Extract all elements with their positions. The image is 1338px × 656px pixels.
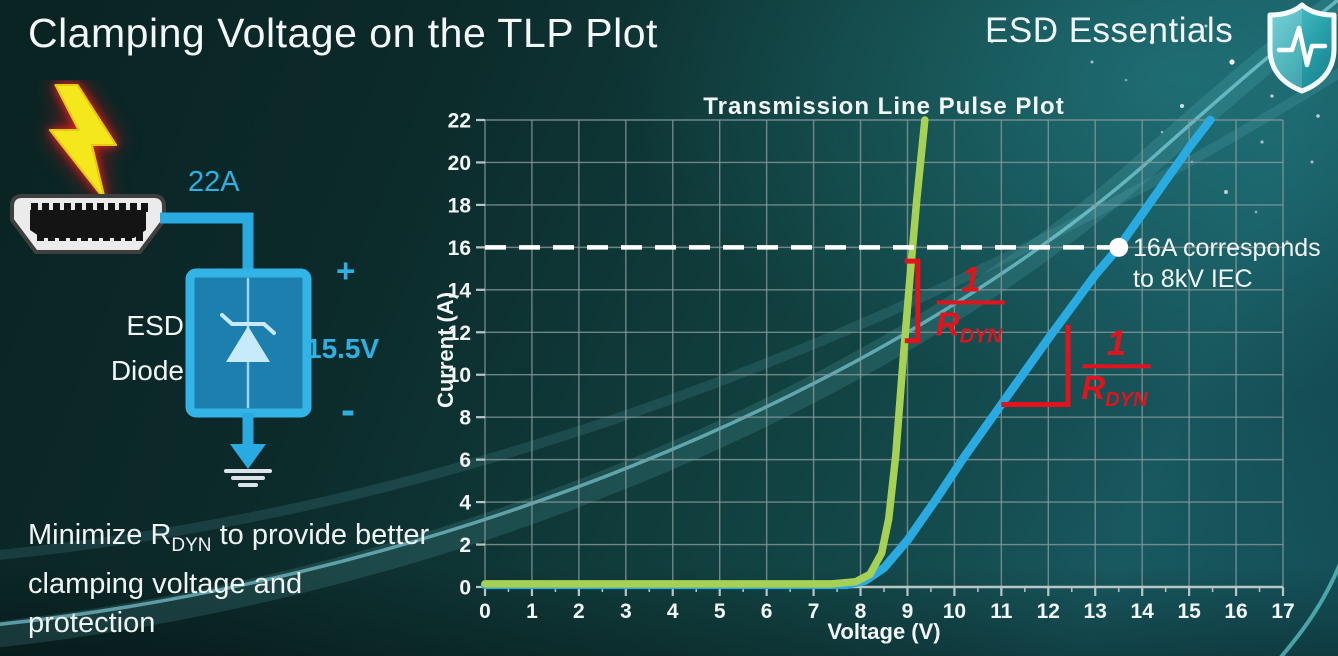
x-tick-label: 11 bbox=[990, 600, 1013, 623]
y-tick-label: 20 bbox=[448, 152, 471, 175]
pulse-line-icon bbox=[1276, 25, 1328, 68]
clamp-voltage-label: 15.5V bbox=[306, 333, 380, 364]
polarity-minus-label: - bbox=[341, 386, 355, 433]
y-tick-label: 8 bbox=[459, 407, 471, 430]
esd-circuit-diagram bbox=[10, 84, 312, 487]
fraction-denominator: RDYN bbox=[936, 306, 1003, 348]
x-tick-label: 12 bbox=[1037, 600, 1060, 623]
hdmi-connector-icon bbox=[10, 194, 166, 254]
page-title: Clamping Voltage on the TLP Plot bbox=[28, 10, 658, 56]
slope-corner bbox=[1001, 324, 1071, 407]
esd-diode-label: ESD Diode bbox=[88, 303, 184, 393]
x-tick-label: 4 bbox=[667, 600, 679, 623]
esd-diode-label-line2: Diode bbox=[110, 355, 184, 386]
ground-arrow bbox=[230, 413, 266, 469]
threshold-annotation-line2: to 8kV IEC bbox=[1133, 265, 1253, 293]
x-tick-label: 13 bbox=[1084, 600, 1107, 623]
y-tick-label: 22 bbox=[448, 110, 471, 133]
chart-title: Transmission Line Pulse Plot bbox=[703, 93, 1065, 120]
takeaway-note: Minimize RDYN to provide better clamping… bbox=[28, 516, 432, 643]
y-tick-label: 16 bbox=[448, 237, 471, 260]
shield-logo-icon bbox=[1267, 2, 1337, 94]
ground-symbol-icon bbox=[224, 469, 272, 487]
surge-current-label: 22A bbox=[188, 166, 240, 198]
fraction-numerator: 1 bbox=[1107, 324, 1126, 363]
y-tick-label: 2 bbox=[459, 534, 471, 557]
wire bbox=[160, 212, 254, 278]
y-tick-label: 12 bbox=[448, 322, 471, 345]
blue-curve-higher-rdyn bbox=[480, 115, 1215, 590]
x-tick-label: 5 bbox=[714, 600, 726, 623]
x-tick-label: 2 bbox=[573, 600, 585, 623]
x-tick-label: 9 bbox=[902, 600, 914, 623]
x-tick-label: 15 bbox=[1177, 600, 1201, 623]
x-tick-label: 14 bbox=[1130, 600, 1154, 623]
x-tick-label: 17 bbox=[1271, 600, 1294, 623]
y-tick-label: 0 bbox=[459, 577, 471, 600]
swoosh-corner bbox=[1279, 563, 1338, 656]
x-axis-title: Voltage (V) bbox=[827, 619, 940, 644]
note-suffix: to provide better clamping voltage and p… bbox=[28, 519, 430, 639]
x-tick-label: 3 bbox=[620, 600, 632, 623]
x-tick-label: 7 bbox=[808, 600, 820, 623]
note-prefix: Minimize R bbox=[28, 519, 172, 551]
y-tick-label: 10 bbox=[448, 364, 471, 387]
y-tick-label: 6 bbox=[459, 449, 471, 472]
x-tick-label: 6 bbox=[761, 600, 773, 623]
green-curve-lower-rdyn bbox=[481, 116, 929, 588]
brand-name: ESD Essentials bbox=[985, 11, 1234, 50]
fraction-numerator: 1 bbox=[961, 261, 980, 300]
x-tick-label: 8 bbox=[855, 600, 867, 623]
y-tick-label: 18 bbox=[448, 194, 472, 217]
y-tick-label: 14 bbox=[448, 279, 472, 302]
polarity-plus-label: + bbox=[336, 252, 356, 289]
esd-diode-label-line1: ESD bbox=[126, 310, 184, 341]
x-tick-label: 10 bbox=[943, 600, 966, 623]
note-subscript: DYN bbox=[171, 534, 212, 556]
tvs-diode-symbol bbox=[220, 277, 276, 409]
y-tick-label: 4 bbox=[459, 492, 471, 515]
slope-bracket bbox=[904, 258, 921, 344]
fraction-denominator: RDYN bbox=[1081, 369, 1148, 411]
threshold-annotation-line1: 16A corresponds bbox=[1133, 234, 1321, 262]
x-tick-label: 1 bbox=[526, 600, 538, 623]
y-axis-title: Current (A) bbox=[433, 292, 458, 408]
lightning-bolt-icon bbox=[48, 84, 118, 201]
x-tick-label: 0 bbox=[479, 600, 491, 623]
threshold-annotation: 16A corresponds to 8kV IEC bbox=[1133, 233, 1321, 295]
x-tick-label: 16 bbox=[1224, 600, 1247, 623]
threshold-dot bbox=[1109, 237, 1129, 257]
tlp-plot: 0 1 2 3 4 5 6 7 8 9 10 11 12 13 14 15 16 1702468101214161… bbox=[433, 110, 1295, 645]
